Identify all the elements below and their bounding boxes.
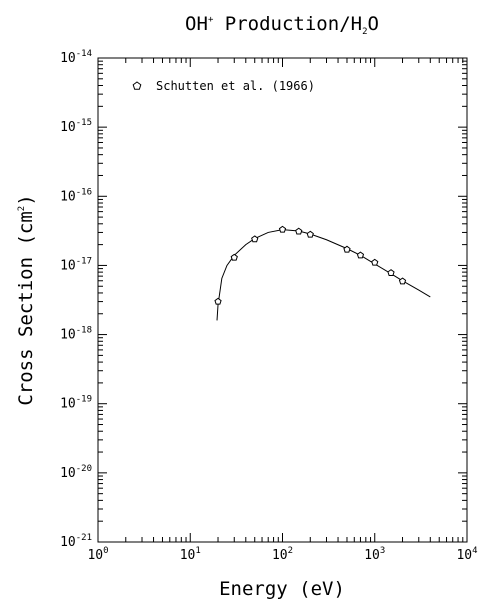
data-point	[278, 225, 287, 233]
y-tick-label: 10-20	[60, 464, 92, 481]
legend-marker-pentagon	[132, 81, 142, 90]
x-tick-label: 100	[87, 546, 108, 563]
data-markers	[214, 225, 407, 305]
legend-label: Schutten et al. (1966)	[156, 79, 315, 93]
data-point	[230, 253, 238, 261]
data-point	[214, 297, 222, 305]
plot-frame	[97, 57, 468, 543]
x-tick-label: 102	[272, 546, 293, 563]
y-tick-labels: 10-21 10-20 10-19 10-18 10-17 10-16 10-15 10-14	[60, 49, 92, 550]
data-point	[387, 269, 395, 276]
fit-curve	[216, 229, 431, 321]
legend: Schutten et al. (1966)	[132, 79, 315, 93]
x-axis-label: Energy (eV)	[219, 578, 345, 600]
data-point	[295, 227, 303, 235]
y-axis-label: Cross Section (cm2)	[15, 194, 37, 405]
y-tick-label: 10-19	[60, 395, 92, 412]
data-point	[356, 251, 365, 259]
y-tick-label: 10-21	[60, 533, 92, 550]
y-tick-label: 10-17	[60, 256, 92, 273]
data-point	[398, 277, 407, 285]
x-tick-label: 103	[364, 546, 385, 563]
y-tick-label: 10-15	[60, 118, 92, 135]
chart-title: OH+ Production/H2O	[185, 13, 379, 37]
data-point	[371, 258, 379, 266]
data-point	[343, 245, 351, 253]
data-point	[306, 230, 314, 238]
x-tick-labels: 100 101 102 103 104	[87, 546, 477, 563]
axis-ticks	[97, 58, 467, 543]
x-tick-label: 101	[180, 546, 201, 563]
y-tick-label: 10-14	[60, 49, 92, 66]
x-tick-label: 104	[456, 546, 477, 563]
y-tick-label: 10-16	[60, 187, 92, 204]
data-point	[251, 235, 259, 243]
y-tick-label: 10-18	[60, 326, 92, 343]
